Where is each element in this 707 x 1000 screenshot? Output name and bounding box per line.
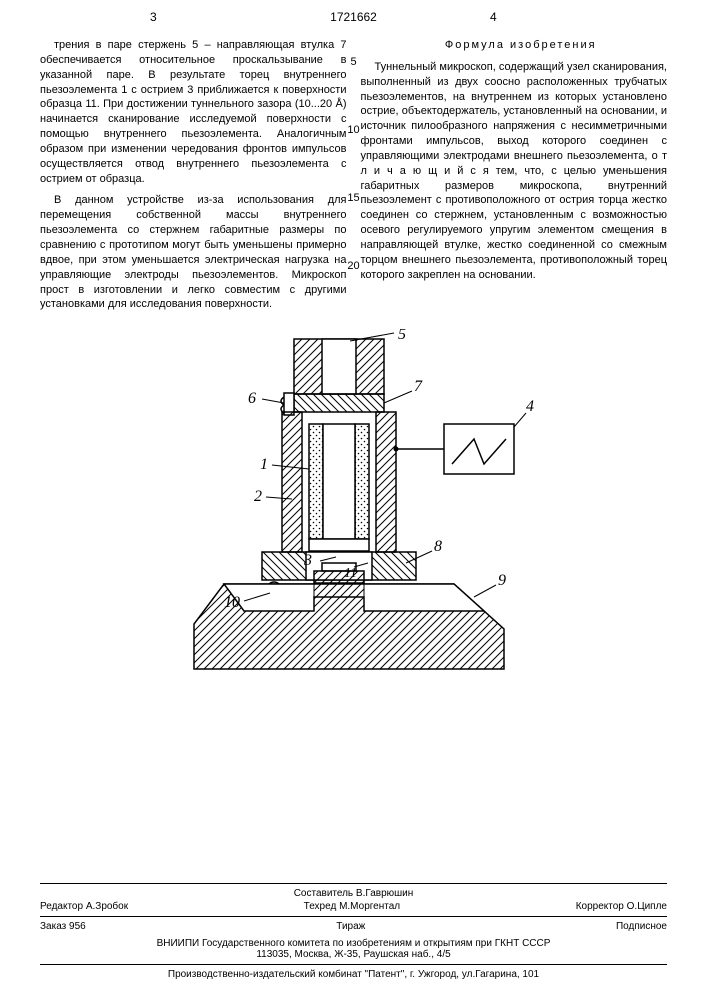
fig-label-8: 8 — [434, 538, 442, 555]
patent-number: 1721662 — [330, 10, 377, 24]
fig-label-7: 7 — [414, 378, 423, 395]
footer-podpis: Подписное — [616, 921, 667, 932]
footer-order: Заказ 956 — [40, 921, 86, 932]
footer-editor: Редактор А.Зробок — [40, 901, 128, 912]
footer-tirazh: Тираж — [336, 921, 365, 932]
fig-label-5: 5 — [398, 329, 406, 343]
page-number-left: 3 — [150, 10, 157, 24]
claim-text: Туннельный микроскоп, содержащий узел ск… — [361, 60, 668, 283]
footer-address: 113035, Москва, Ж-35, Раушская наб., 4/5 — [40, 949, 667, 960]
drawing-svg: 5 7 6 1 2 3 11 8 9 10 4 — [144, 329, 564, 709]
fig-label-4: 4 — [526, 398, 534, 415]
page-number-right: 4 — [490, 10, 497, 24]
fig-label-11: 11 — [344, 566, 357, 581]
footer-compiler: Составитель В.Гаврюшин — [294, 888, 414, 899]
footer-corrector — [664, 888, 667, 899]
technical-drawing: 5 7 6 1 2 3 11 8 9 10 4 — [0, 329, 707, 709]
page-header: 3 1721662 4 — [0, 0, 707, 38]
claim-title: Формула изобретения — [361, 38, 668, 53]
fig-label-1: 1 — [260, 456, 268, 473]
left-para-2: В данном устройстве из-за использования … — [40, 193, 347, 312]
footer-editor — [40, 888, 43, 899]
left-column: трения в паре стержень 5 – направляющая … — [40, 38, 347, 319]
fig-label-3: 3 — [303, 552, 312, 569]
page-footer: Составитель В.Гаврюшин Редактор А.Зробок… — [40, 879, 667, 980]
footer-org: ВНИИПИ Государственного комитета по изоб… — [40, 938, 667, 949]
fig-label-2: 2 — [254, 488, 262, 505]
right-column: Формула изобретения Туннельный микроскоп… — [361, 38, 668, 319]
text-columns: трения в паре стержень 5 – направляющая … — [0, 38, 707, 319]
footer-techred: Техред М.Моргентал — [304, 901, 400, 912]
footer-printer: Производственно-издательский комбинат "П… — [40, 969, 667, 980]
footer-corrector: Корректор О.Ципле — [576, 901, 667, 912]
fig-label-9: 9 — [498, 572, 506, 589]
fig-label-10: 10 — [224, 594, 240, 611]
left-para-1: трения в паре стержень 5 – направляющая … — [40, 38, 347, 186]
fig-label-6: 6 — [248, 390, 256, 407]
